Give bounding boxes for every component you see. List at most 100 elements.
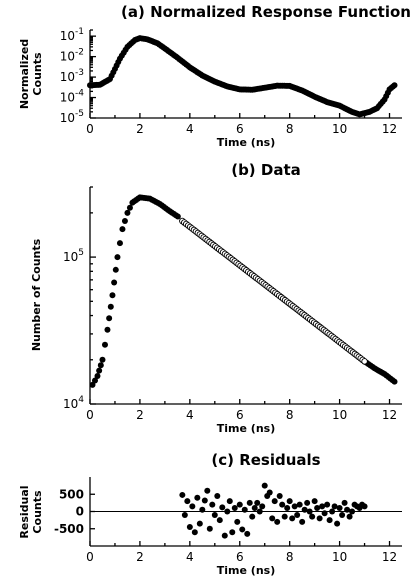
x-axis-label: Time (ns) [217,422,275,435]
data-point [391,378,398,385]
data-point [284,505,291,512]
y-tick-label: -500 [54,522,84,536]
data-point [261,482,268,489]
data-point [326,517,333,524]
data-point [194,494,201,501]
data-point [331,503,338,510]
data-point [309,513,316,520]
x-tick-label: 0 [86,122,94,136]
data-point [114,254,121,261]
data-point [112,266,119,273]
data-point [184,498,191,505]
data-point [107,303,114,310]
data-point [101,341,108,348]
y-tick-label: 104 [63,395,84,411]
data-point [179,491,186,498]
data-point [209,501,216,508]
panel-title: (a) Normalized Response Function [121,3,411,21]
data-point [299,518,306,525]
data-point [274,518,281,525]
panel-1: (b) Data 0 2 4 6 8 10 12 Time (ns) 104 105 Number o… [30,161,402,435]
data-point [226,498,233,505]
data-point [126,204,133,211]
data-point [339,511,346,518]
y-axis-label: ResidualCounts [18,485,44,538]
data-point [221,532,228,539]
panel-title: (b) Data [231,161,301,179]
y-tick-label: 10-4 [60,89,85,105]
x-tick-label: 10 [332,122,347,136]
data-point [91,377,98,384]
data-point [121,218,128,224]
y-tick-label: 10-1 [60,27,84,43]
data-point [99,356,106,363]
data-point [211,511,218,518]
data-point [216,517,223,524]
data-point [96,367,103,374]
y-tick-label: 105 [63,248,84,264]
x-tick-label: 8 [286,408,294,422]
data-points [179,482,368,539]
data-point [181,511,188,518]
y-tick-label: 10-3 [60,68,84,84]
y-tick-label: 10-5 [60,109,84,125]
data-point [186,524,193,531]
x-tick-label: 6 [236,408,244,422]
data-point [344,506,351,513]
data-point [94,373,101,380]
data-point [241,506,248,513]
data-point [249,513,256,520]
data-point [301,506,308,513]
data-point [296,501,303,508]
x-tick-label: 2 [136,550,144,564]
data-point [97,362,104,369]
x-tick-label: 2 [136,408,144,422]
x-axis-label: Time (ns) [217,564,275,577]
data-point [279,501,286,508]
data-points [89,194,398,388]
data-point [191,529,198,536]
x-tick-label: 2 [136,122,144,136]
panel-title: (c) Residuals [211,451,320,469]
x-tick-label: 6 [236,122,244,136]
data-point [271,498,278,505]
data-point [314,505,321,512]
data-point [304,499,311,506]
data-point [269,515,276,522]
data-point [286,498,293,505]
x-tick-label: 8 [286,122,294,136]
data-point [124,209,131,216]
data-point [239,526,246,533]
data-point [109,292,116,299]
data-point [104,326,111,333]
data-point [204,487,211,494]
x-tick-label: 10 [332,550,347,564]
data-point [229,529,236,536]
panel-0: (a) Normalized Response Function 0 2 4 6 8 10 1… [18,3,411,149]
data-point [214,492,221,499]
data-point [254,499,261,506]
data-point [244,530,251,537]
x-tick-label: 12 [382,408,397,422]
y-tick-label: 0 [76,505,84,519]
x-tick-label: 8 [286,550,294,564]
data-point [294,511,301,518]
data-point [391,82,398,89]
data-point [259,503,266,510]
data-point [306,508,313,515]
data-point [251,505,258,512]
x-tick-label: 4 [186,550,194,564]
data-point [334,520,341,527]
data-point [89,381,96,388]
y-tick-label: 500 [59,487,84,501]
data-point [119,226,126,233]
data-point [189,503,196,510]
data-point [289,515,296,522]
data-point [311,498,318,505]
x-axis-label: Time (ns) [217,136,275,149]
data-point [291,503,298,510]
data-point [336,505,343,512]
y-axis-label: NormalizedCounts [18,39,44,109]
